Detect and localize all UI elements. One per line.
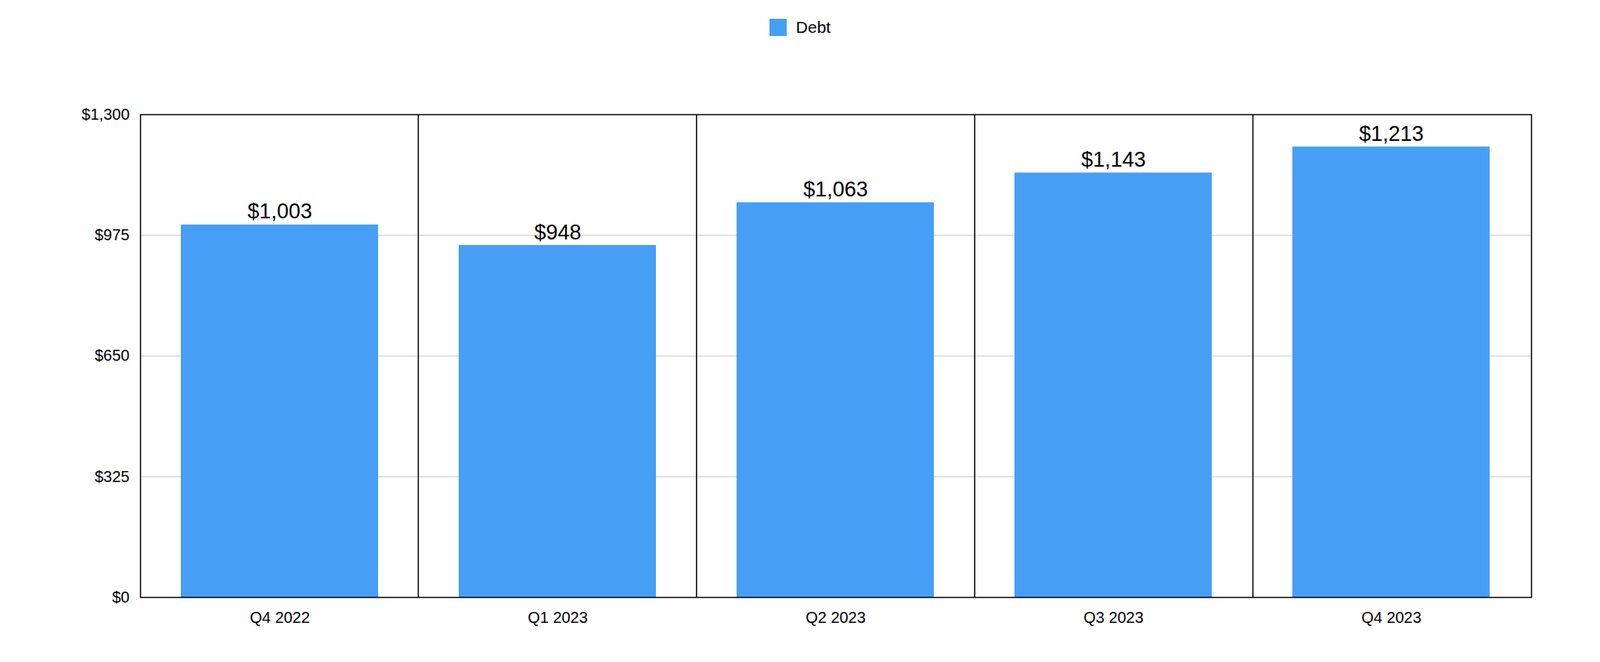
svg-text:$650: $650 <box>94 346 130 364</box>
svg-text:$1,300: $1,300 <box>81 105 130 123</box>
svg-text:$1,003: $1,003 <box>247 199 313 224</box>
svg-text:Q2 2023: Q2 2023 <box>805 609 866 627</box>
svg-text:$1,063: $1,063 <box>803 177 869 202</box>
svg-text:Q4 2023: Q4 2023 <box>1361 609 1422 627</box>
svg-text:$1,213: $1,213 <box>1358 122 1424 146</box>
svg-text:Q3 2023: Q3 2023 <box>1083 609 1144 627</box>
svg-text:$975: $975 <box>94 226 130 244</box>
svg-text:Q4 2022: Q4 2022 <box>249 609 310 627</box>
svg-text:$0: $0 <box>111 588 130 606</box>
svg-text:$948: $948 <box>533 220 581 245</box>
html-text:Debt: Debt <box>795 18 831 37</box>
svg-text:$325: $325 <box>94 468 130 486</box>
svg-text:Q1 2023: Q1 2023 <box>527 609 588 627</box>
svg-text:$1,143: $1,143 <box>1081 147 1146 172</box>
